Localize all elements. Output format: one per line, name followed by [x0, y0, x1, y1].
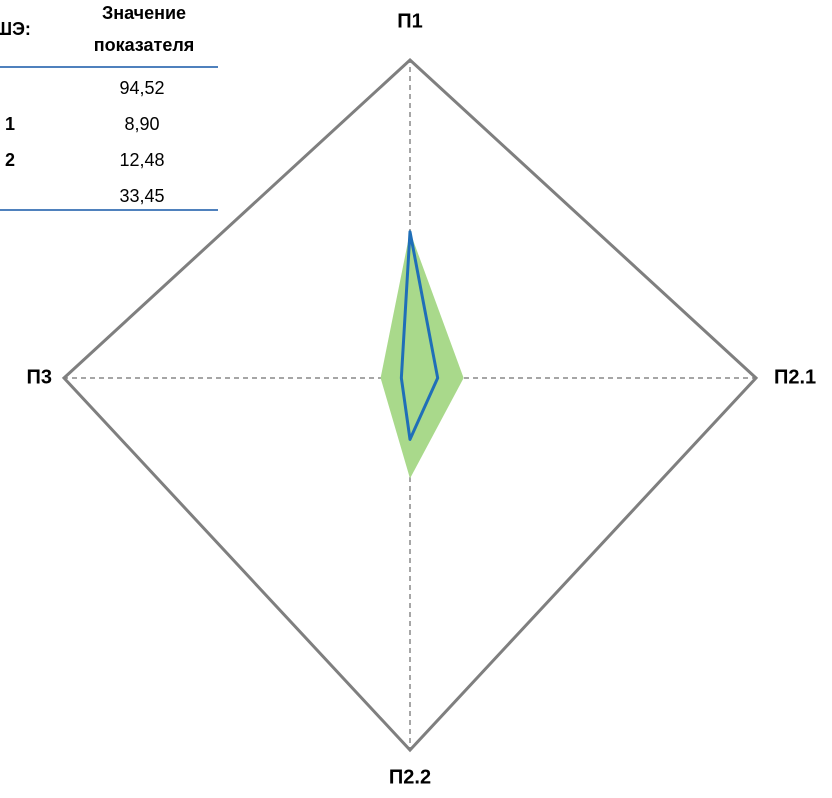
row-value: 12,48 — [119, 150, 164, 170]
table-header: ШЭ: — [0, 19, 31, 39]
row-value: 94,52 — [119, 78, 164, 98]
radar-line — [399, 230, 440, 441]
row-label: 2 — [5, 150, 15, 170]
axis-label: П2.2 — [389, 766, 431, 788]
axis-label: П2.1 — [774, 366, 816, 388]
table-header: показателя — [94, 35, 195, 55]
axis-label: П3 — [27, 366, 53, 388]
table-header: Значение — [102, 3, 186, 23]
row-value: 8,90 — [124, 114, 159, 134]
row-value: 33,45 — [119, 186, 164, 206]
row-label: 1 — [5, 114, 15, 134]
radar-frame — [61, 57, 759, 753]
radar-area — [380, 231, 464, 479]
axis-label: П1 — [397, 10, 423, 32]
